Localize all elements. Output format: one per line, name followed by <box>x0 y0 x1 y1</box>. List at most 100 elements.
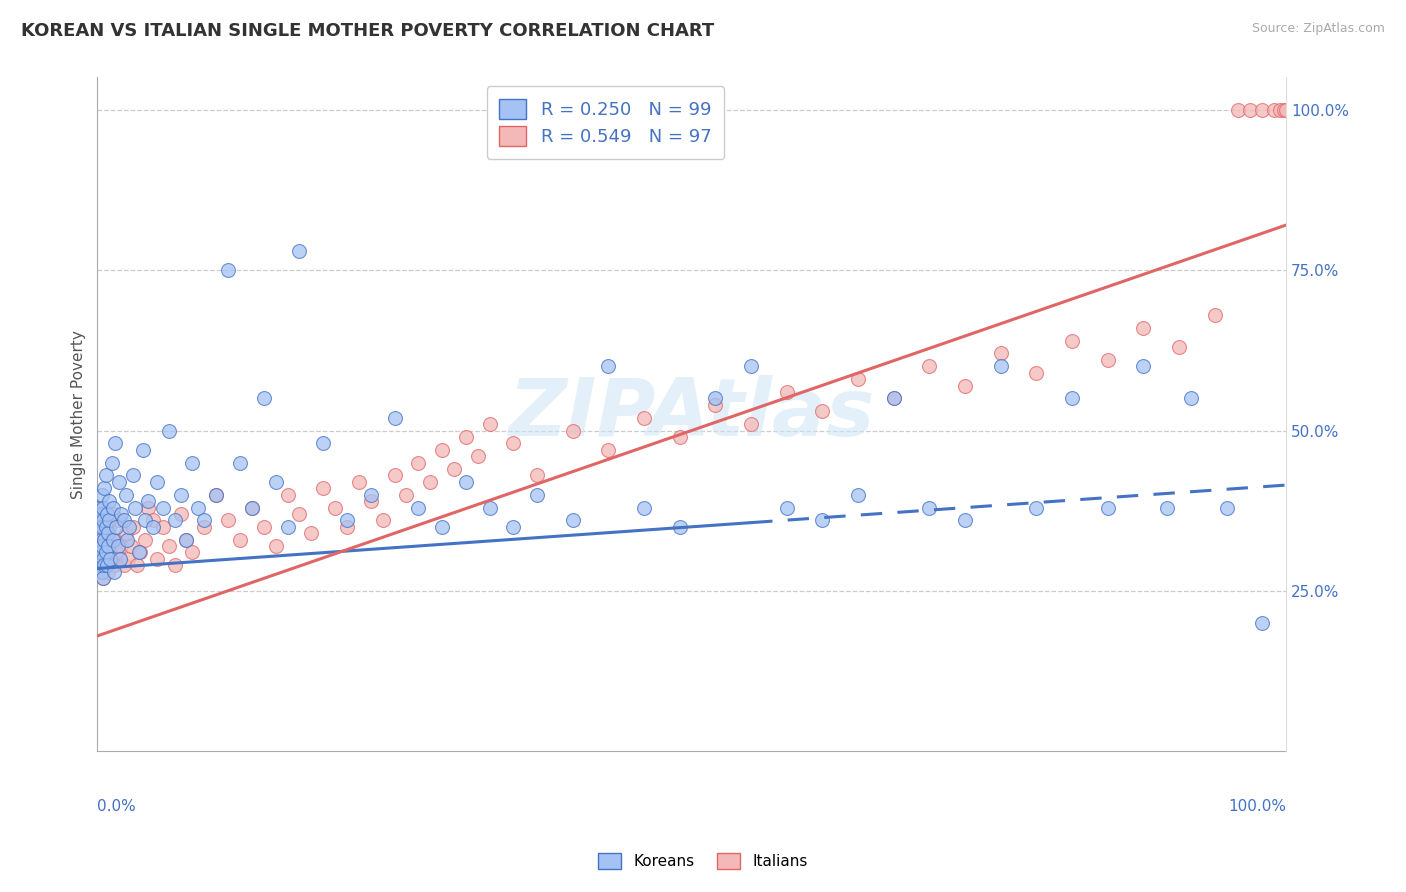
Point <box>633 410 655 425</box>
Point <box>598 359 620 374</box>
Point <box>96 545 118 559</box>
Point <box>94 545 117 559</box>
Point <box>91 571 114 585</box>
Point <box>288 507 311 521</box>
Point <box>146 475 169 489</box>
Point <box>157 539 180 553</box>
Point <box>87 513 110 527</box>
Point <box>98 494 121 508</box>
Point <box>90 533 112 547</box>
Point <box>104 533 127 547</box>
Point <box>91 558 114 573</box>
Point <box>101 500 124 515</box>
Point <box>100 456 122 470</box>
Point <box>91 513 114 527</box>
Point <box>1060 392 1083 406</box>
Point <box>134 533 156 547</box>
Point <box>146 552 169 566</box>
Point <box>406 456 429 470</box>
Point <box>93 481 115 495</box>
Point <box>633 500 655 515</box>
Point <box>129 545 152 559</box>
Point <box>110 507 132 521</box>
Point <box>94 468 117 483</box>
Point <box>312 481 335 495</box>
Point <box>918 359 941 374</box>
Point <box>94 526 117 541</box>
Point <box>264 539 287 553</box>
Point <box>704 392 727 406</box>
Point <box>776 384 799 399</box>
Point <box>229 533 252 547</box>
Point <box>1097 352 1119 367</box>
Point <box>1275 103 1298 117</box>
Point <box>93 558 115 573</box>
Point <box>152 520 174 534</box>
Point <box>1156 500 1178 515</box>
Point <box>91 552 114 566</box>
Point <box>89 552 111 566</box>
Point <box>108 552 131 566</box>
Point <box>1268 103 1291 117</box>
Point <box>138 500 160 515</box>
Point <box>467 449 489 463</box>
Point <box>122 520 145 534</box>
Point <box>1060 334 1083 348</box>
Point <box>94 558 117 573</box>
Legend: R = 0.250   N = 99, R = 0.549   N = 97: R = 0.250 N = 99, R = 0.549 N = 97 <box>486 87 724 159</box>
Point <box>124 500 146 515</box>
Point <box>1251 103 1274 117</box>
Point <box>1227 103 1250 117</box>
Point <box>205 488 228 502</box>
Point <box>181 545 204 559</box>
Text: ZIPAtlas: ZIPAtlas <box>509 376 875 453</box>
Point <box>142 520 165 534</box>
Point <box>1097 500 1119 515</box>
Point <box>93 533 115 547</box>
Point <box>181 456 204 470</box>
Point <box>360 488 382 502</box>
Point <box>169 507 191 521</box>
Point <box>395 488 418 502</box>
Point <box>115 533 138 547</box>
Point <box>312 436 335 450</box>
Point <box>157 424 180 438</box>
Point <box>1272 103 1295 117</box>
Point <box>1132 359 1154 374</box>
Point <box>1251 616 1274 631</box>
Text: 100.0%: 100.0% <box>1227 798 1286 814</box>
Point <box>134 513 156 527</box>
Point <box>668 430 690 444</box>
Point <box>96 507 118 521</box>
Point <box>454 475 477 489</box>
Point <box>91 500 114 515</box>
Point <box>101 533 124 547</box>
Point <box>187 500 209 515</box>
Point <box>360 494 382 508</box>
Point <box>526 488 548 502</box>
Point <box>100 552 122 566</box>
Point <box>193 513 215 527</box>
Point <box>561 513 583 527</box>
Point <box>253 520 276 534</box>
Point <box>430 442 453 457</box>
Point <box>740 359 762 374</box>
Point <box>97 565 120 579</box>
Point <box>91 520 114 534</box>
Point <box>1168 340 1191 354</box>
Point <box>112 558 135 573</box>
Point <box>91 520 114 534</box>
Point <box>811 404 834 418</box>
Point <box>990 346 1012 360</box>
Point <box>98 520 121 534</box>
Text: 0.0%: 0.0% <box>97 798 136 814</box>
Point <box>478 500 501 515</box>
Point <box>122 468 145 483</box>
Point <box>105 545 128 559</box>
Point <box>990 359 1012 374</box>
Point <box>1132 320 1154 334</box>
Point <box>478 417 501 431</box>
Point <box>101 507 124 521</box>
Point <box>169 488 191 502</box>
Point <box>883 392 905 406</box>
